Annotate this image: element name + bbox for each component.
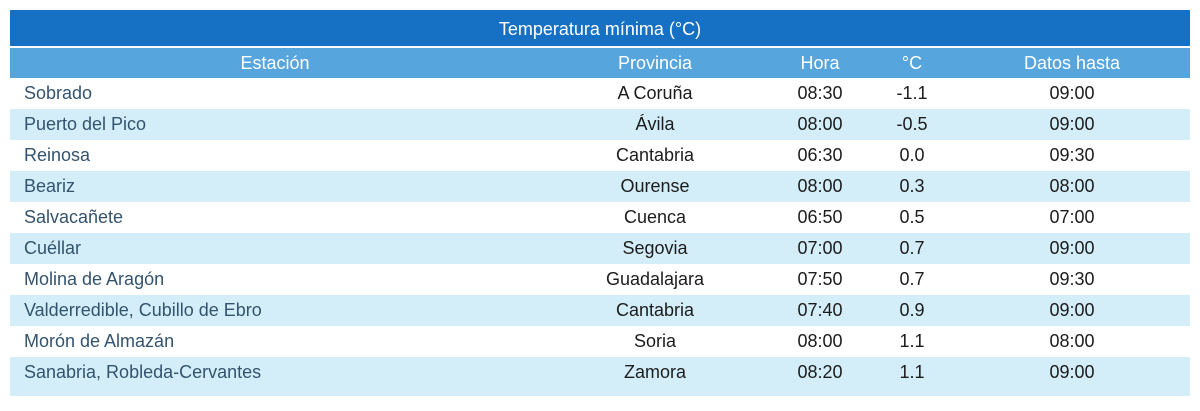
table-row: Molina de Aragón Guadalajara 07:50 0.7 09:30 <box>10 264 1190 295</box>
table-row: Reinosa Cantabria 06:30 0.0 09:30 <box>10 140 1190 171</box>
cell-data-until: 09:00 <box>1049 83 1095 103</box>
cell-station: Cuéllar <box>10 233 540 264</box>
cell-hour: 08:00 <box>770 109 870 140</box>
min-temperature-table: Temperatura mínima (°C) Estación Provinc… <box>10 10 1190 396</box>
table-body: Sobrado A Coruña 08:30 -1.1 09:00 Puerto del … <box>10 78 1190 388</box>
cell-station: Sobrado <box>24 83 93 103</box>
cell-data-until: 09:00 <box>954 357 1190 388</box>
column-header-station: Estación <box>10 48 540 78</box>
cell-data-until: 09:00 <box>954 109 1190 140</box>
cell-temperature: 0.3 <box>870 171 954 202</box>
data-table: Estación Provincia Hora °C Datos hasta S… <box>10 48 1190 388</box>
cell-data-until: 08:00 <box>954 171 1190 202</box>
table-title: Temperatura mínima (°C) <box>10 10 1190 48</box>
column-header-hour: Hora <box>770 48 870 78</box>
cell-temperature: -0.5 <box>870 109 954 140</box>
cell-province: Zamora <box>540 357 770 388</box>
table-row: Sobrado A Coruña 08:30 -1.1 09:00 <box>10 78 1190 109</box>
table-row: Morón de Almazán Soria 08:00 1.1 08:00 <box>10 326 1190 357</box>
table-row: Salvacañete Cuenca 06:50 0.5 07:00 <box>10 202 1190 233</box>
cell-province: A Coruña <box>617 83 693 103</box>
cell-data-until: 09:00 <box>954 233 1190 264</box>
cell-temperature: 0.7 <box>870 233 954 264</box>
cell-hour: 08:00 <box>770 171 870 202</box>
cell-station: Morón de Almazán <box>24 331 175 351</box>
cell-temperature: 0.9 <box>870 295 954 326</box>
cell-data-until: 09:30 <box>1049 145 1095 165</box>
cell-hour: 08:30 <box>797 83 843 103</box>
table-header-row: Estación Provincia Hora °C Datos hasta <box>10 48 1190 78</box>
cell-temperature: -1.1 <box>896 83 928 103</box>
column-header-data-until: Datos hasta <box>954 48 1190 78</box>
table-row: Beariz Ourense 08:00 0.3 08:00 <box>10 171 1190 202</box>
cell-province: Guadalajara <box>605 269 705 289</box>
cell-province: Ourense <box>540 171 770 202</box>
cell-province: Cantabria <box>540 295 770 326</box>
cell-station: Valderredible, Cubillo de Ebro <box>10 295 540 326</box>
cell-hour: 06:30 <box>797 145 843 165</box>
cell-temperature: 0.7 <box>899 269 925 289</box>
table-row: Sanabria, Robleda-Cervantes Zamora 08:20 1.… <box>10 357 1190 388</box>
partial-row-strip <box>10 388 1190 396</box>
cell-hour: 08:00 <box>797 331 843 351</box>
cell-province: Segovia <box>540 233 770 264</box>
cell-hour: 08:20 <box>770 357 870 388</box>
cell-temperature: 1.1 <box>870 357 954 388</box>
table-row: Valderredible, Cubillo de Ebro Cantabria 0… <box>10 295 1190 326</box>
cell-station: Puerto del Pico <box>10 109 540 140</box>
table-row: Cuéllar Segovia 07:00 0.7 09:00 <box>10 233 1190 264</box>
cell-data-until: 08:00 <box>1049 331 1095 351</box>
cell-data-until: 07:00 <box>1049 207 1095 227</box>
column-header-province: Provincia <box>540 48 770 78</box>
cell-hour: 07:40 <box>770 295 870 326</box>
cell-data-until: 09:00 <box>954 295 1190 326</box>
cell-province: Cuenca <box>623 207 687 227</box>
cell-province: Soria <box>633 331 677 351</box>
cell-hour: 07:50 <box>797 269 843 289</box>
cell-temperature: 1.1 <box>899 331 925 351</box>
cell-temperature: 0.0 <box>899 145 925 165</box>
cell-province: Cantabria <box>615 145 695 165</box>
cell-station: Reinosa <box>24 145 91 165</box>
column-header-temperature: °C <box>870 48 954 78</box>
cell-station: Beariz <box>10 171 540 202</box>
cell-data-until: 09:30 <box>1049 269 1095 289</box>
cell-province: Ávila <box>540 109 770 140</box>
cell-hour: 06:50 <box>797 207 843 227</box>
cell-station: Salvacañete <box>24 207 124 227</box>
table-row: Puerto del Pico Ávila 08:00 -0.5 09:00 <box>10 109 1190 140</box>
cell-station: Molina de Aragón <box>24 269 165 289</box>
cell-hour: 07:00 <box>770 233 870 264</box>
cell-station: Sanabria, Robleda-Cervantes <box>10 357 540 388</box>
cell-temperature: 0.5 <box>899 207 925 227</box>
